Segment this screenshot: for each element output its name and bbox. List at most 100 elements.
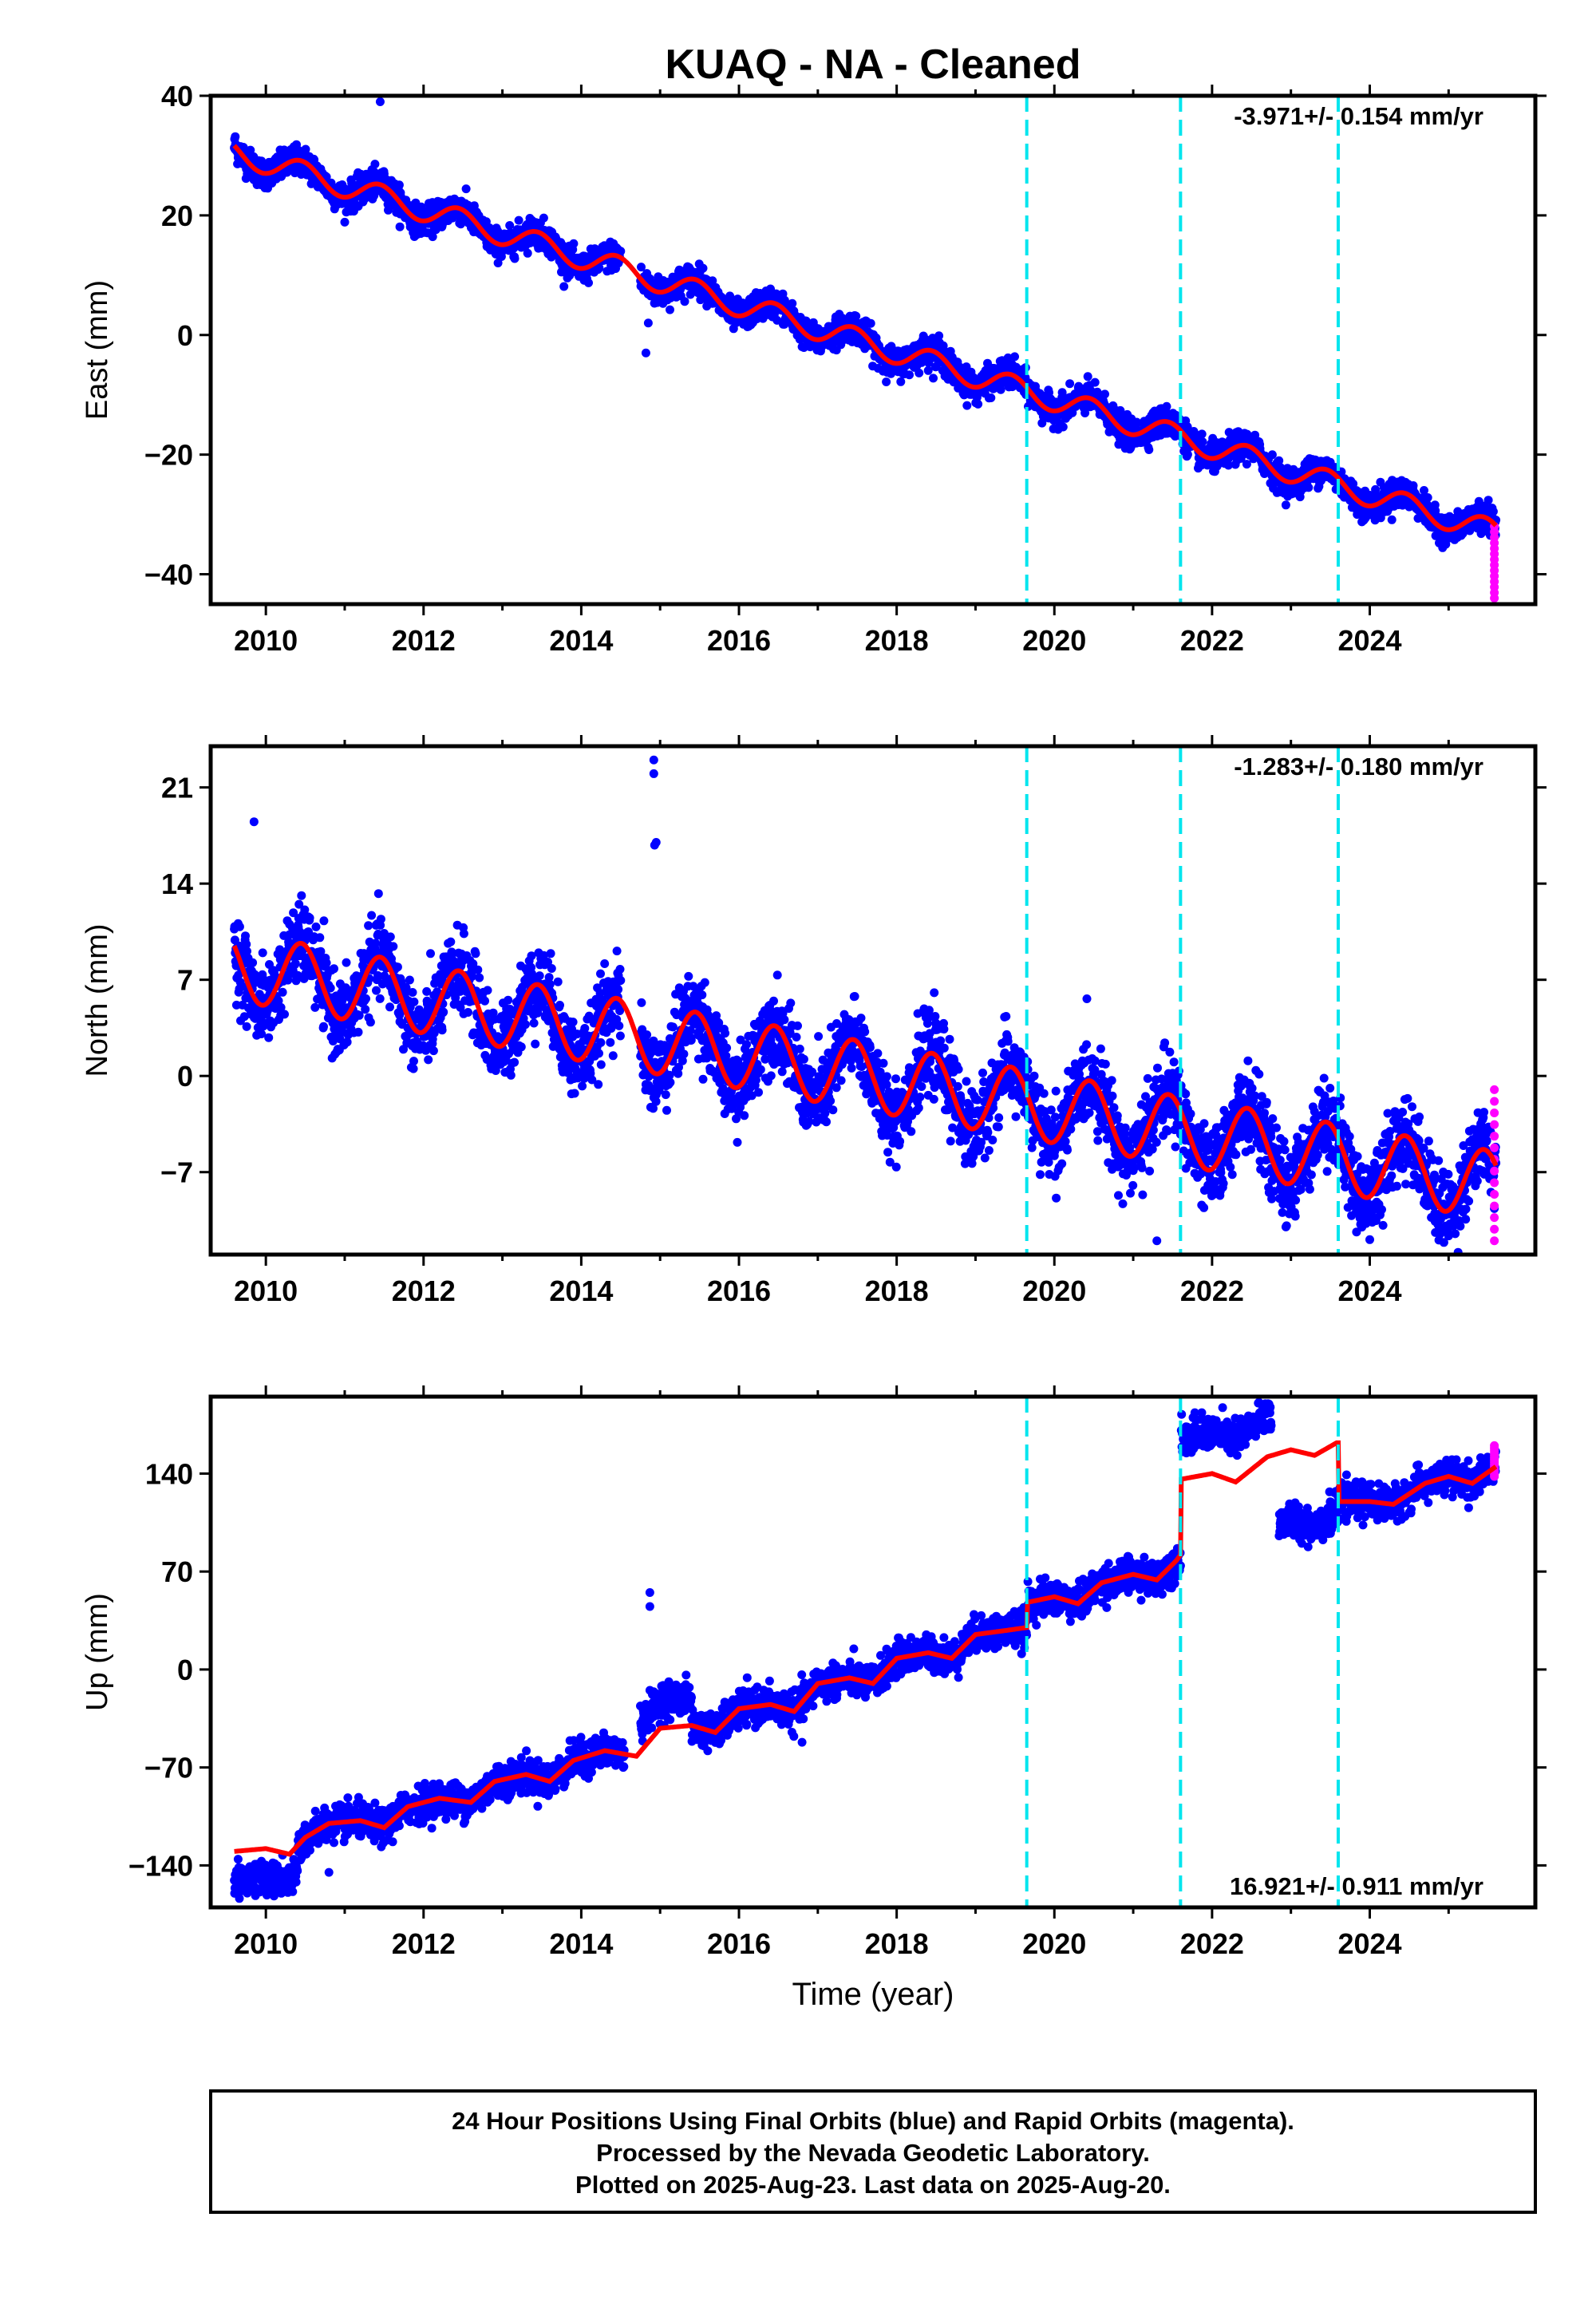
- data-point: [962, 401, 972, 410]
- data-point: [471, 949, 480, 958]
- data-point: [535, 971, 544, 981]
- data-point: [405, 975, 414, 985]
- data-point: [409, 1064, 418, 1073]
- data-point: [788, 298, 797, 308]
- data-point: [371, 939, 381, 948]
- data-point: [364, 921, 373, 931]
- data-point: [506, 1070, 516, 1080]
- data-point: [375, 994, 385, 1003]
- data-point: [955, 362, 965, 372]
- data-point: [929, 373, 938, 383]
- data-point: [258, 948, 267, 958]
- data-point: [459, 929, 468, 939]
- data-point: [310, 1002, 320, 1012]
- data-point: [505, 221, 515, 230]
- data-point: [698, 263, 708, 273]
- outlier-point: [375, 97, 385, 106]
- data-point: [461, 184, 471, 194]
- data-point: [241, 931, 250, 941]
- data-point: [1387, 515, 1396, 524]
- data-point: [1144, 445, 1154, 454]
- data-point: [408, 988, 417, 997]
- data-point: [1132, 417, 1141, 427]
- data-point: [315, 933, 325, 943]
- data-point: [1058, 422, 1068, 432]
- data-point: [974, 399, 983, 409]
- data-point: [464, 1008, 472, 1017]
- data-point: [1408, 481, 1418, 490]
- plot-area: [230, 755, 1501, 1255]
- data-point: [246, 145, 255, 155]
- outlier-point: [641, 348, 650, 358]
- data-point: [1090, 377, 1100, 387]
- x-tick-label: 2022: [1180, 624, 1244, 657]
- data-point: [330, 964, 338, 974]
- data-point: [1100, 389, 1109, 399]
- data-point: [514, 215, 523, 225]
- data-point: [1197, 429, 1207, 439]
- data-point: [409, 1057, 418, 1066]
- data-point: [322, 958, 331, 967]
- data-point: [480, 996, 489, 1006]
- data-point: [361, 994, 370, 1003]
- data-point: [426, 949, 435, 958]
- data-point: [278, 987, 287, 997]
- x-tick-label: 2024: [1337, 624, 1401, 657]
- data-point: [520, 1020, 530, 1030]
- rate-label: -3.971+/- 0.154 mm/yr: [1234, 102, 1483, 130]
- data-point: [473, 965, 483, 974]
- y-tick-label: −40: [144, 559, 193, 591]
- x-tick-label: 2012: [392, 624, 456, 657]
- chart-title: KUAQ - NA - Cleaned: [666, 41, 1081, 88]
- data-point: [290, 958, 300, 968]
- data-point: [367, 911, 377, 920]
- data-point: [637, 263, 646, 272]
- y-axis-label: East (mm): [81, 280, 114, 420]
- data-point: [1281, 500, 1290, 510]
- data-point: [1198, 437, 1207, 447]
- data-point: [301, 144, 310, 154]
- y-tick-label: −20: [144, 439, 193, 472]
- y-tick-label: 20: [161, 200, 193, 232]
- x-tick-label: 2014: [549, 624, 613, 657]
- data-point: [1483, 496, 1493, 505]
- data-point: [882, 377, 891, 386]
- data-point: [393, 962, 402, 972]
- data-point: [1274, 456, 1284, 465]
- data-point: [319, 916, 329, 926]
- data-point: [354, 1027, 363, 1037]
- data-point: [428, 232, 437, 242]
- data-point: [1037, 418, 1047, 428]
- x-tick-label: 2018: [865, 624, 929, 657]
- data-point: [373, 889, 383, 899]
- data-point: [923, 366, 933, 375]
- data-point: [370, 160, 380, 169]
- data-point: [559, 282, 569, 291]
- data-point: [483, 986, 492, 995]
- data-point: [523, 248, 532, 258]
- data-point: [1003, 353, 1013, 362]
- data-point: [305, 913, 314, 923]
- data-point: [311, 922, 321, 931]
- data-point: [851, 311, 861, 321]
- data-point: [986, 393, 996, 402]
- data-point: [896, 377, 906, 386]
- data-point: [866, 318, 875, 328]
- data-point: [680, 297, 689, 306]
- data-point: [1267, 450, 1277, 460]
- outlier-point: [643, 318, 653, 328]
- data-point: [1423, 493, 1432, 502]
- data-point: [666, 305, 674, 314]
- data-point: [389, 942, 398, 951]
- data-point: [934, 331, 944, 341]
- data-point: [385, 932, 395, 942]
- data-point: [1057, 388, 1067, 397]
- data-point: [475, 973, 484, 982]
- x-tick-label: 2016: [707, 624, 771, 657]
- data-point: [280, 1010, 289, 1019]
- data-point: [1162, 401, 1171, 411]
- data-point: [1304, 483, 1314, 492]
